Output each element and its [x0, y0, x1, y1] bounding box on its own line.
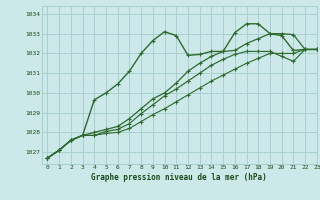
X-axis label: Graphe pression niveau de la mer (hPa): Graphe pression niveau de la mer (hPa) [91, 173, 267, 182]
